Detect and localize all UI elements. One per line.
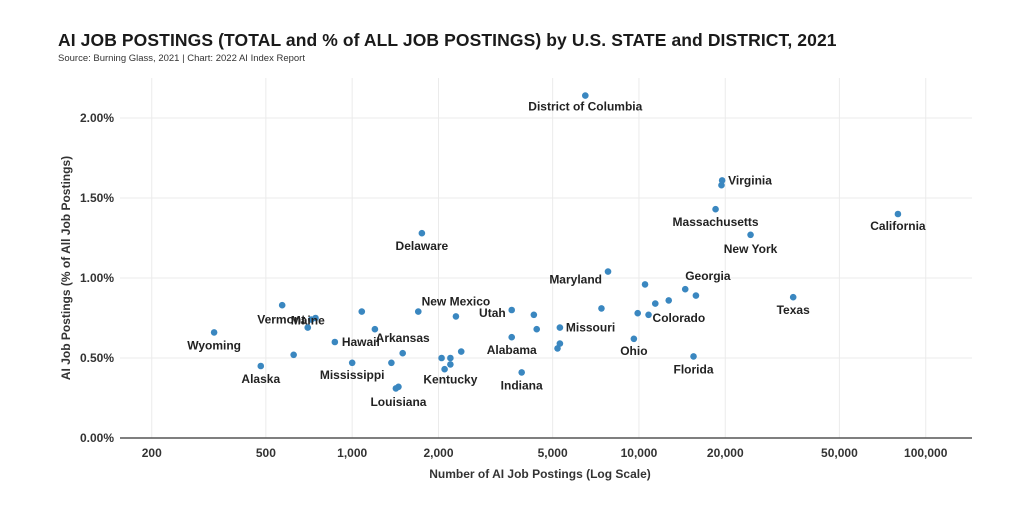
chart-title: AI JOB POSTINGS (TOTAL and % of ALL JOB … [58, 30, 837, 50]
data-point [681, 285, 689, 293]
data-point [692, 292, 700, 299]
data-point [630, 335, 638, 343]
point-label: Florida [674, 362, 714, 376]
data-point [331, 338, 339, 346]
x-tick-label: 50,000 [821, 446, 858, 460]
data-point [457, 348, 465, 355]
data-point [447, 361, 454, 368]
x-tick-label: 2,000 [423, 446, 453, 460]
data-point [210, 329, 218, 336]
point-label: Wyoming [187, 338, 241, 352]
data-point [645, 311, 652, 319]
point-label: Delaware [396, 239, 449, 253]
point-label: New York [724, 242, 778, 256]
data-point [278, 301, 286, 309]
point-label: Colorado [653, 311, 706, 325]
point-label: Arkansas [376, 331, 430, 345]
x-tick-label: 5,000 [538, 446, 568, 460]
data-point [747, 231, 754, 239]
data-point [894, 210, 902, 218]
data-point [348, 359, 356, 367]
data-point [518, 369, 525, 376]
data-point [718, 177, 726, 184]
x-tick-label: 100,000 [904, 446, 948, 460]
data-point [651, 300, 659, 307]
data-point [604, 268, 612, 275]
data-point [533, 325, 541, 333]
point-label: Georgia [685, 269, 731, 283]
data-point [371, 325, 379, 333]
data-point [556, 324, 564, 331]
x-tick-label: 10,000 [621, 446, 658, 460]
y-tick-label: 2.00% [80, 111, 114, 125]
data-point [665, 297, 673, 304]
data-point [438, 354, 445, 362]
data-point [690, 353, 697, 360]
y-tick-label: 1.50% [80, 191, 114, 205]
point-label: Vermont [257, 313, 305, 327]
point-label: New Mexico [422, 294, 491, 308]
x-tick-label: 500 [256, 446, 276, 460]
data-point [789, 293, 797, 301]
x-axis-label: Number of AI Job Postings (Log Scale) [429, 467, 651, 481]
point-label: Virginia [728, 173, 772, 187]
data-point [718, 181, 725, 189]
x-tick-label: 1,000 [337, 446, 367, 460]
data-point [556, 340, 564, 347]
data-point [418, 229, 426, 237]
x-tick-label: 20,000 [707, 446, 744, 460]
data-point [414, 308, 422, 315]
point-label: Louisiana [370, 395, 426, 409]
point-label: Maine [291, 314, 325, 328]
point-label: Mississippi [320, 368, 385, 382]
y-tick-label: 0.50% [80, 351, 114, 365]
data-point [712, 205, 719, 213]
data-point [304, 324, 312, 331]
data-point [358, 308, 366, 315]
data-point [447, 354, 454, 362]
data-point [392, 385, 400, 392]
data-point [312, 314, 319, 322]
chart-subtitle: Source: Burning Glass, 2021 | Chart: 202… [58, 53, 305, 64]
data-point [582, 92, 589, 99]
data-point [641, 281, 649, 288]
point-label: Utah [479, 306, 506, 320]
data-point [508, 333, 516, 341]
point-label: Alabama [487, 343, 537, 357]
point-label: Missouri [566, 321, 615, 335]
point-label: Massachusetts [673, 215, 759, 229]
point-label: Indiana [501, 378, 543, 392]
y-tick-label: 1.00% [80, 271, 114, 285]
data-point [530, 311, 538, 319]
data-point [290, 351, 297, 359]
data-labels: District of Columbia Virginia Massachusett… [187, 100, 926, 409]
data-point [452, 313, 460, 320]
x-axis-ticks: 200 500 1,000 2,000 5,000 10,000 20,000 50,000 1… [142, 446, 948, 460]
x-tick-label: 200 [142, 446, 162, 460]
point-label: Ohio [620, 344, 647, 358]
data-points [210, 92, 902, 392]
point-label: Alaska [241, 372, 280, 386]
data-point [388, 359, 395, 367]
y-tick-label: 0.00% [80, 431, 114, 445]
data-point [257, 362, 265, 370]
data-point [508, 306, 516, 314]
point-label: Kentucky [423, 372, 477, 386]
data-point [598, 305, 605, 312]
point-label: District of Columbia [528, 100, 642, 114]
y-axis-ticks: 0.00% 0.50% 1.00% 1.50% 2.00% [80, 111, 114, 445]
point-label: Hawaii [342, 335, 380, 349]
y-axis-label: AI Job Postings (% of All Job Postings) [59, 156, 73, 380]
point-label: Texas [777, 303, 810, 317]
data-point [441, 365, 448, 373]
data-point [399, 349, 406, 357]
data-point [634, 309, 642, 317]
point-label: Maryland [549, 273, 602, 287]
point-label: California [870, 219, 926, 233]
